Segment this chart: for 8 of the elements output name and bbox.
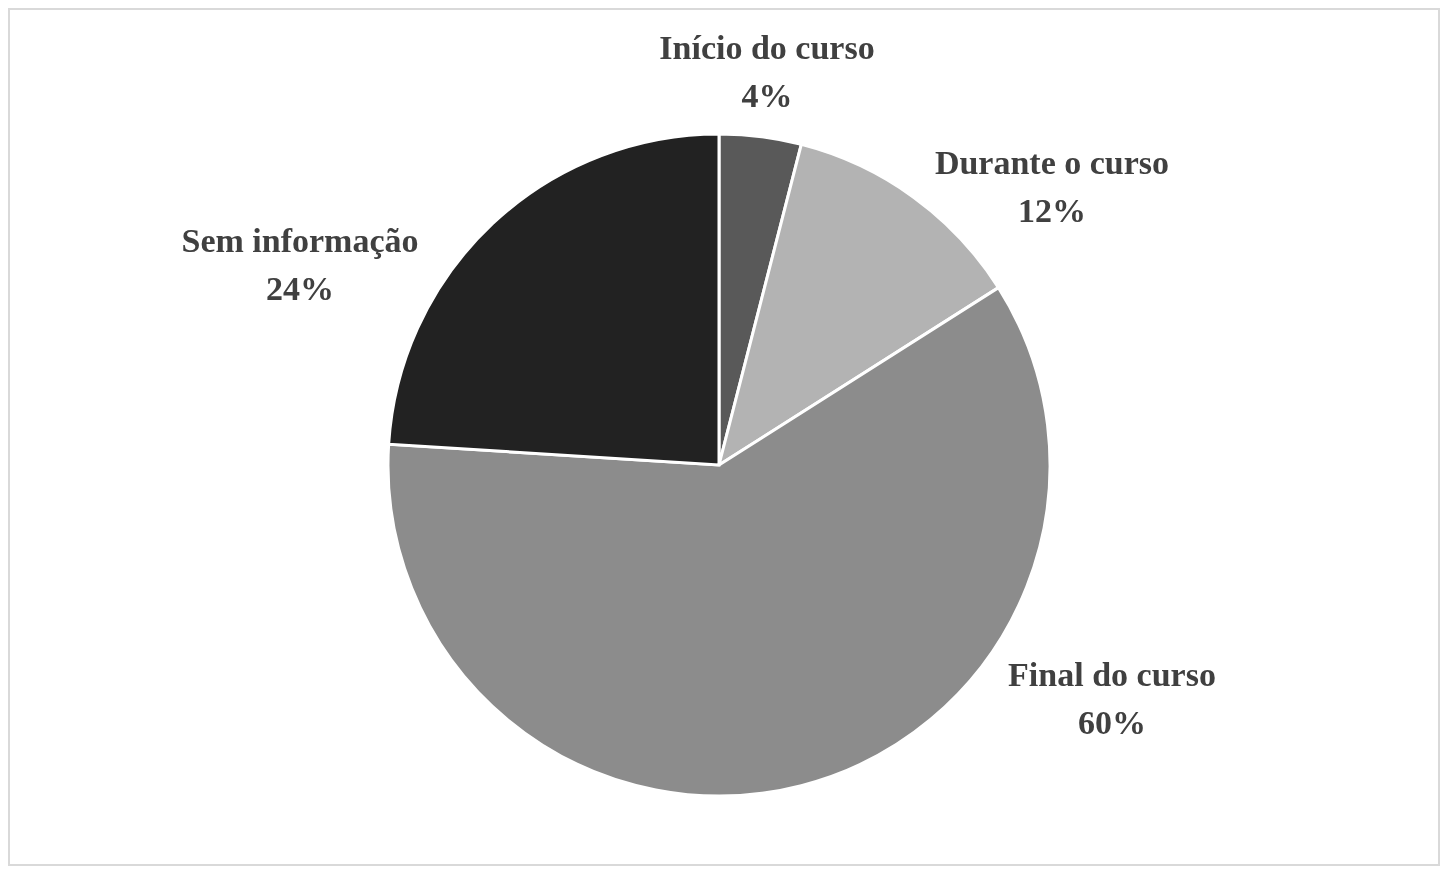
slice-label: Início do curso <box>659 29 875 66</box>
slice-label: Final do curso <box>1008 656 1216 693</box>
data-label: 60% <box>1078 704 1146 741</box>
slice-label: Sem informação <box>181 222 419 259</box>
data-label: 24% <box>266 270 334 307</box>
data-label: 4% <box>741 77 793 114</box>
slice-label: Durante o curso <box>934 144 1170 181</box>
data-label: 12% <box>1018 192 1086 229</box>
